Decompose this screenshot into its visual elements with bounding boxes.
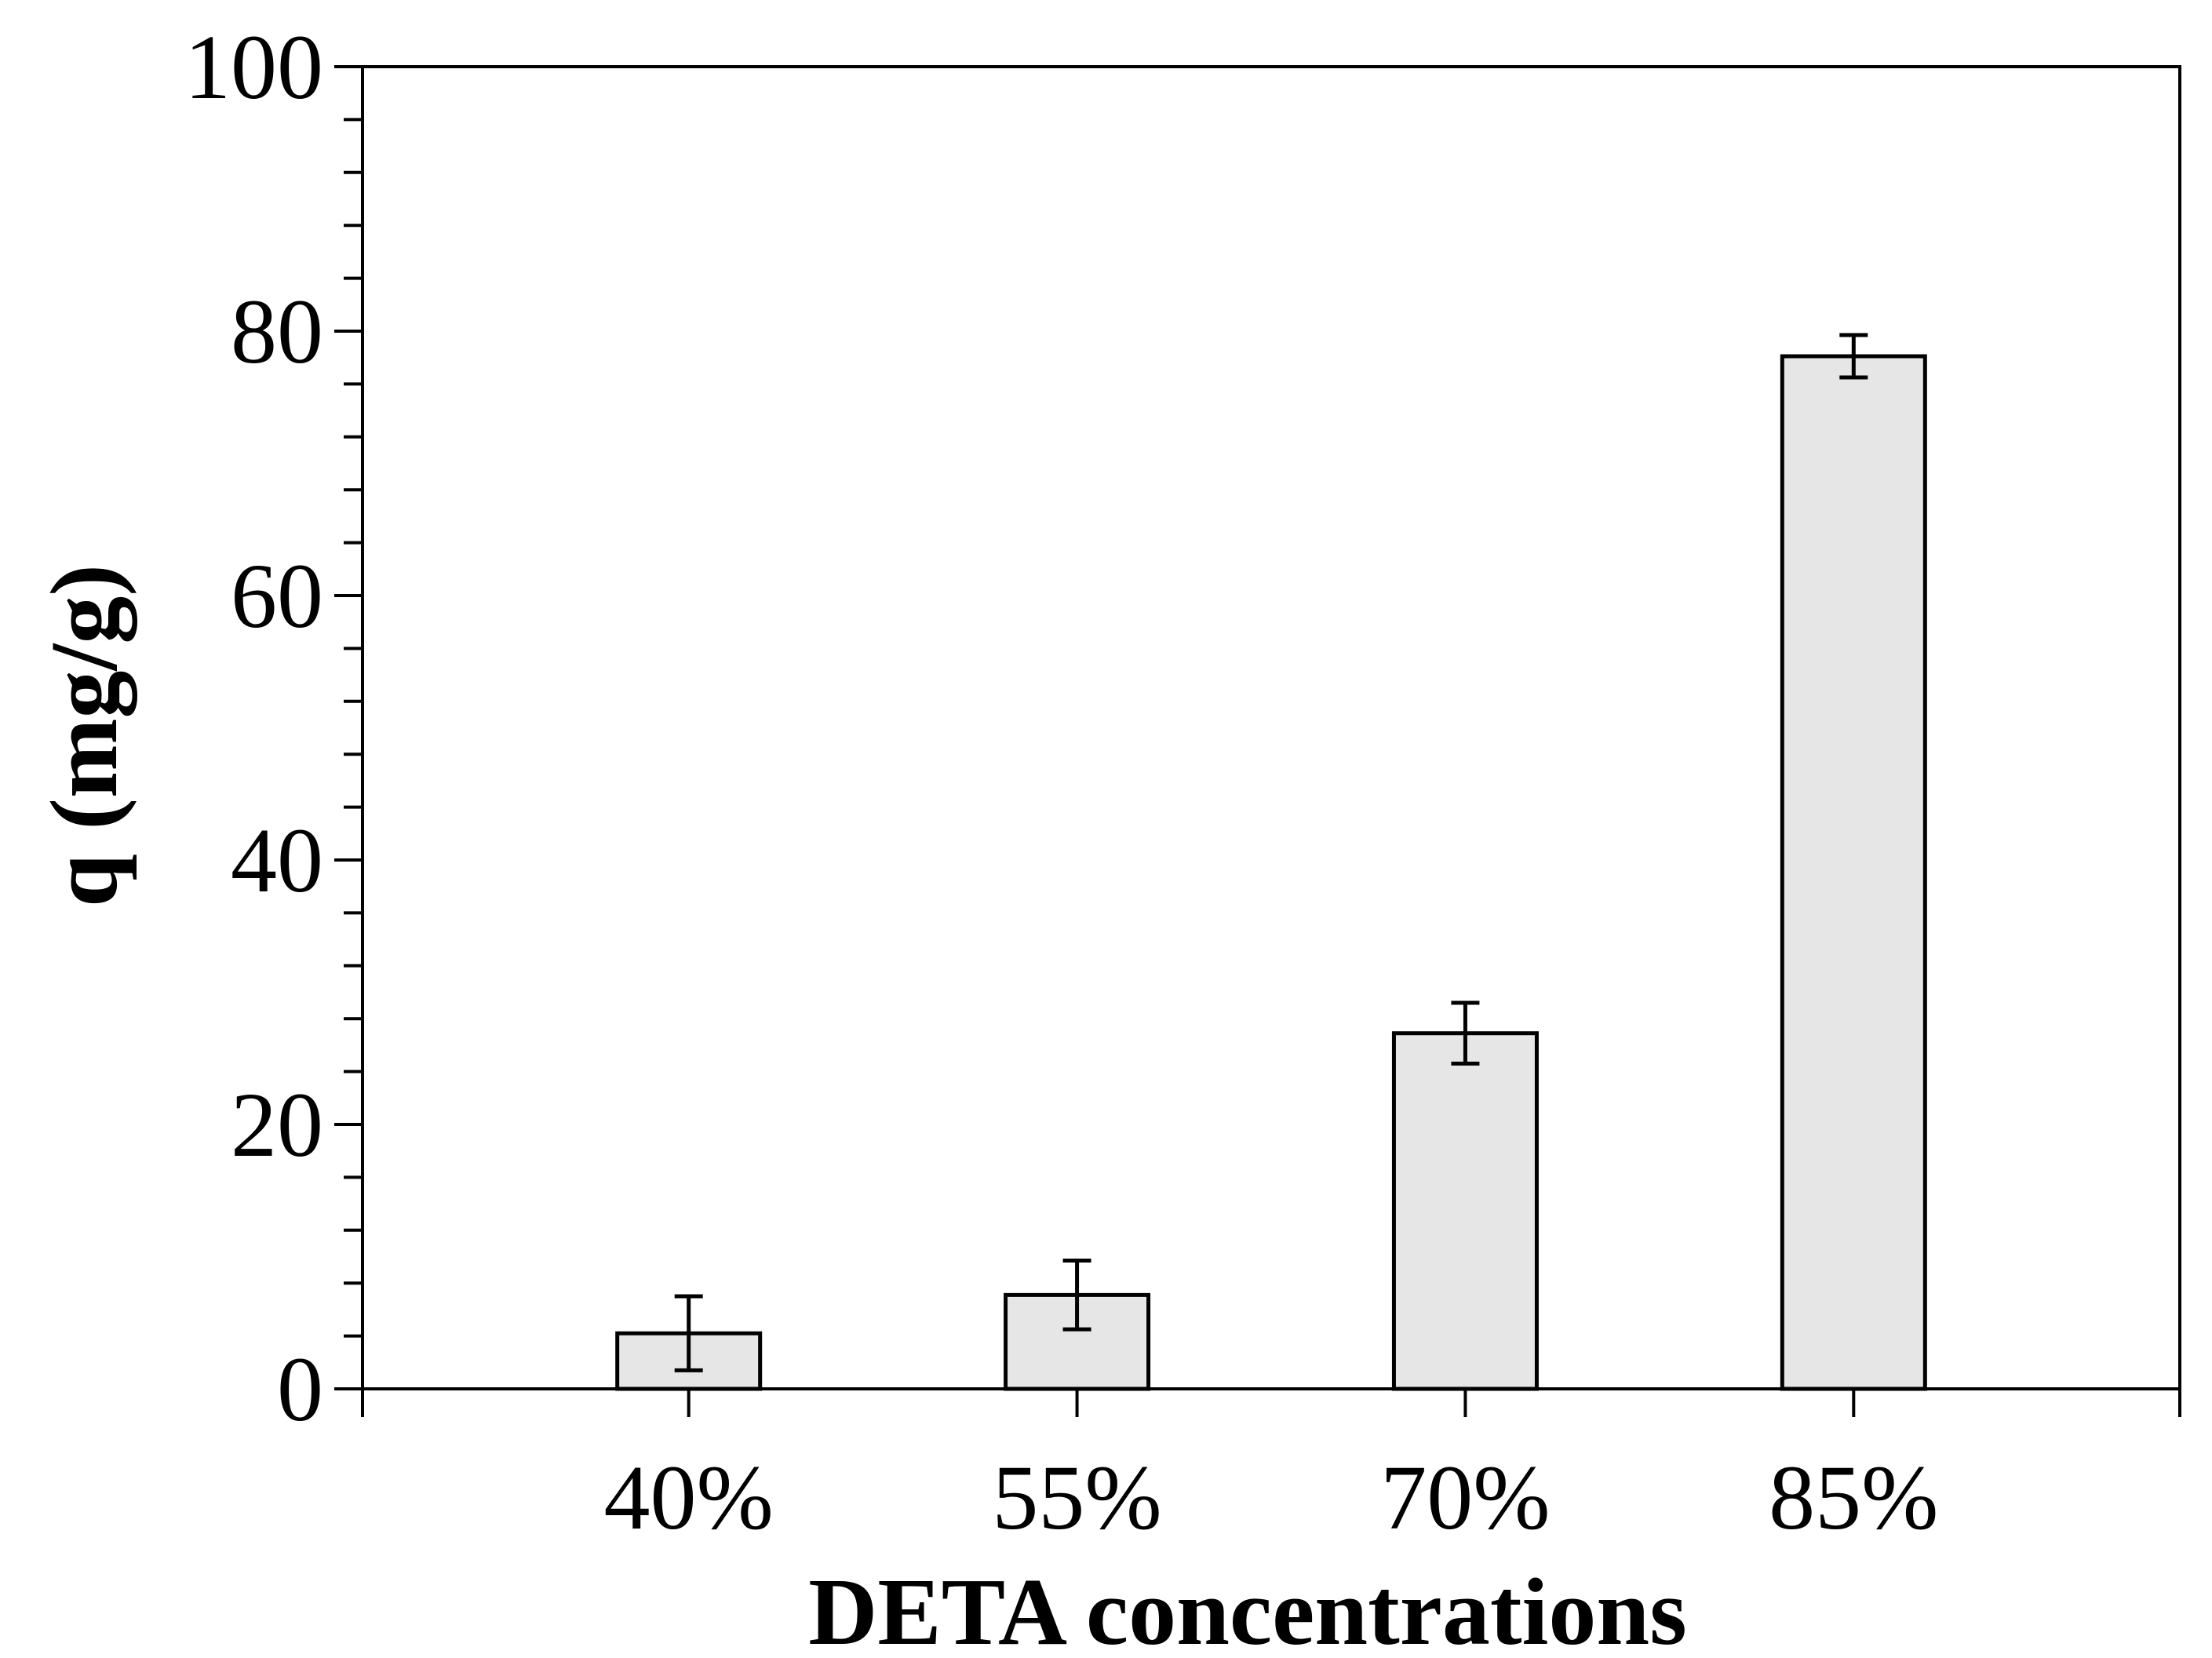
x-tick-label: 85%	[1769, 1446, 1938, 1549]
tick-labels: 0 20 40 60 80 100 40% 55% 70% 85%	[184, 16, 1938, 1549]
y-axis-title: q (mg/g)	[31, 564, 137, 907]
bar	[1391, 1031, 1539, 1391]
y-axis-ticks	[334, 65, 2181, 1417]
bars	[615, 333, 1927, 1391]
y-tick-label: 20	[231, 1073, 323, 1176]
plot-area	[361, 65, 2181, 1390]
y-tick-label: 0	[277, 1338, 323, 1441]
bar	[1780, 354, 1927, 1391]
x-tick-label: 55%	[992, 1446, 1161, 1549]
x-tick-label: 40%	[604, 1446, 774, 1549]
y-tick-label: 60	[231, 545, 323, 647]
x-tick-label: 70%	[1380, 1446, 1550, 1549]
y-tick-label: 80	[231, 280, 323, 383]
y-tick-label: 100	[184, 16, 323, 118]
y-tick-label: 40	[231, 809, 323, 912]
x-axis-title: DETA concentrations	[808, 1559, 1686, 1658]
plot-frame	[361, 65, 2181, 1390]
